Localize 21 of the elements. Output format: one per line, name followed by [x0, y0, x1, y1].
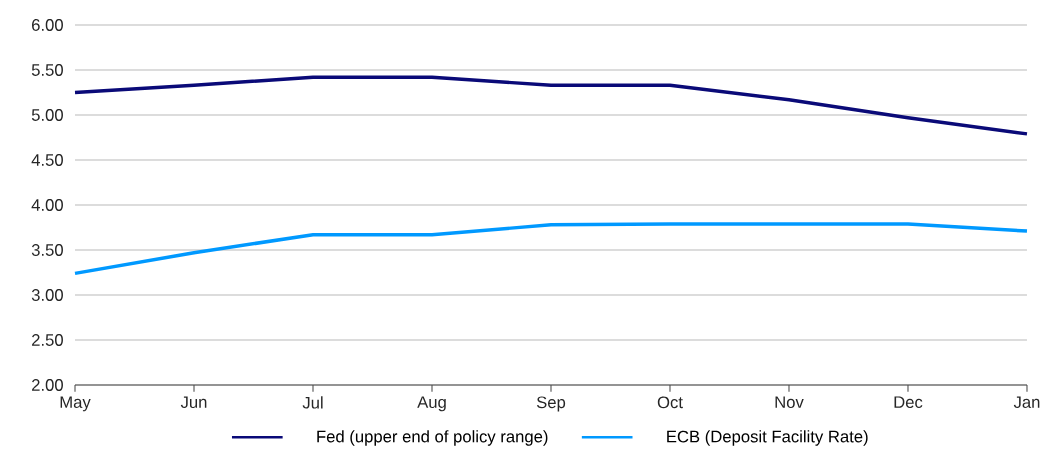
y-tick-label: 6.00 — [32, 19, 63, 31]
y-tick-label: 5.00 — [31, 109, 63, 121]
y-tick-label: 4.50 — [31, 154, 63, 166]
x-tick-label: Oct — [657, 396, 683, 409]
legend-label: ECB (Deposit Facility Rate) — [667, 430, 868, 446]
y-tick-label: 3.50 — [31, 244, 63, 256]
y-tick-label: 2.50 — [32, 334, 63, 346]
x-tick-label: Sep — [536, 396, 566, 412]
x-tick-label: Aug — [417, 396, 446, 412]
legend-label: Fed (upper end of policy range) — [317, 430, 548, 446]
y-tick-label: 3.00 — [31, 289, 63, 301]
x-tick-label: Jul — [302, 396, 323, 409]
x-tick-label: May — [60, 396, 91, 412]
x-tick-label: Jun — [180, 396, 207, 409]
y-tick-label: 2.00 — [32, 379, 63, 391]
x-tick-label: Jan — [1013, 396, 1040, 409]
y-tick-label: 5.50 — [31, 64, 63, 76]
line-series — [73, 75, 1029, 136]
y-tick-label: 4.00 — [31, 199, 63, 211]
x-tick-label: Dec — [894, 396, 923, 409]
x-tick-label: Nov — [775, 396, 804, 409]
